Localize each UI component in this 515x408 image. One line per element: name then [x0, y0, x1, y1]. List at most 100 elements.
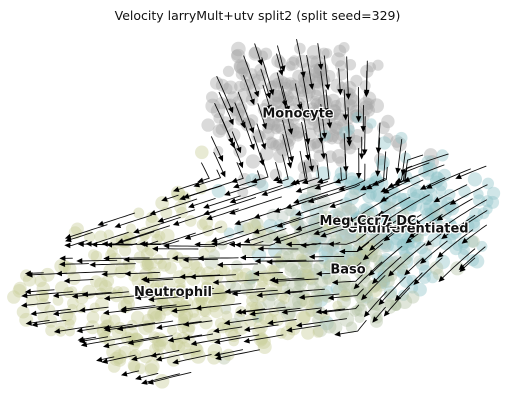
streamline-arrowhead — [250, 144, 255, 151]
cell-point-1 — [487, 187, 500, 200]
streamline-arrowhead — [98, 221, 105, 226]
cell-point-0 — [213, 124, 227, 138]
streamline-arrowhead — [64, 243, 70, 249]
cell-point-4 — [150, 311, 163, 324]
cell-point-3 — [390, 300, 401, 311]
cell-point-2 — [384, 202, 397, 215]
streamline-arrowhead — [231, 178, 238, 183]
cell-point-4 — [35, 275, 47, 287]
cell-point-0 — [363, 98, 375, 110]
cluster-label-baso: Baso — [330, 263, 365, 278]
chart-title: Velocity larryMult+utv split2 (split see… — [115, 8, 401, 23]
streamline-arrowhead — [233, 183, 240, 188]
streamline-arrowhead — [173, 221, 180, 226]
cell-point-4 — [195, 146, 209, 160]
cell-point-0 — [231, 42, 246, 57]
cell-point-4 — [189, 259, 200, 270]
streamline-arrowhead — [115, 223, 122, 228]
cell-point-4 — [313, 327, 324, 338]
cell-point-1 — [388, 186, 401, 199]
streamline-arrowhead — [296, 188, 303, 193]
cell-point-4 — [90, 303, 100, 313]
streamline-arrowhead — [244, 338, 250, 344]
cluster-label-meg-ccr7-dc: Meg_Ccr7_DC — [319, 214, 416, 229]
cell-point-0 — [246, 154, 260, 168]
streamline-arrowhead — [234, 220, 241, 225]
streamline-arrowhead — [156, 324, 162, 330]
cell-point-0 — [285, 61, 295, 71]
cell-point-0 — [276, 76, 288, 88]
cell-point-1 — [421, 194, 432, 205]
streamline — [263, 183, 298, 195]
cell-point-3 — [341, 240, 352, 251]
cell-point-3 — [389, 260, 400, 271]
cell-point-0 — [340, 137, 354, 151]
streamline-arrowhead — [376, 148, 382, 154]
cell-point-0 — [322, 48, 332, 58]
cell-point-4 — [149, 344, 159, 354]
cell-point-0 — [206, 91, 218, 103]
cell-point-1 — [345, 125, 355, 135]
cell-point-4 — [257, 276, 268, 287]
cell-point-4 — [125, 327, 139, 341]
cell-point-0 — [335, 156, 346, 167]
streamline — [165, 246, 215, 247]
cell-point-0 — [223, 66, 234, 77]
cell-point-4 — [300, 262, 311, 273]
streamline — [99, 213, 134, 225]
streamline-arrowhead — [96, 357, 102, 363]
streamline-arrowhead — [235, 242, 241, 248]
streamline — [200, 258, 239, 259]
cell-point-4 — [14, 282, 27, 295]
cell-point-0 — [234, 81, 245, 92]
cell-point-4 — [339, 290, 350, 301]
cell-point-0 — [381, 115, 394, 128]
streamline-arrowhead — [141, 379, 148, 384]
streamline-arrowhead — [254, 214, 261, 219]
cell-point-1 — [468, 172, 482, 186]
cell-point-0 — [372, 60, 383, 71]
cell-point-4 — [45, 325, 57, 337]
streamline-arrowhead — [76, 258, 82, 264]
cell-point-4 — [296, 311, 310, 325]
streamline — [242, 257, 281, 258]
cell-point-3 — [370, 315, 383, 328]
cell-point-1 — [345, 176, 360, 191]
streamline-arrowhead — [286, 204, 293, 209]
streamline — [219, 264, 258, 265]
streamline-arrowhead — [244, 238, 251, 243]
streamline-arrowhead — [325, 84, 331, 90]
cell-point-3 — [309, 240, 320, 251]
cluster-label-monocyte: Monocyte — [262, 106, 333, 121]
cell-point-0 — [294, 43, 306, 55]
cell-point-4 — [164, 341, 176, 353]
cell-point-4 — [110, 290, 123, 303]
streamline — [199, 163, 209, 182]
streamline-arrowhead — [188, 203, 195, 208]
streamline-arrowhead — [121, 371, 128, 377]
streamline-arrowhead — [135, 375, 142, 380]
cell-point-1 — [366, 118, 376, 128]
cell-point-0 — [210, 77, 223, 90]
cluster-label-neutrophil: Neutrophil — [134, 285, 212, 300]
cell-point-4 — [202, 225, 213, 236]
streamline-arrowhead — [240, 255, 246, 261]
cell-point-4 — [155, 196, 169, 210]
cell-point-0 — [336, 82, 347, 93]
cell-point-1 — [469, 208, 483, 222]
cell-point-0 — [291, 126, 304, 139]
cell-point-4 — [141, 248, 154, 261]
cell-point-3 — [367, 300, 378, 311]
cell-point-4 — [99, 280, 112, 293]
cell-point-0 — [360, 80, 371, 91]
cell-point-4 — [114, 354, 127, 367]
cell-point-3 — [467, 235, 480, 248]
cells-layer — [7, 42, 500, 389]
streamline-arrowhead — [287, 162, 292, 169]
streamline — [365, 117, 366, 154]
cell-point-3 — [406, 291, 419, 304]
cell-point-4 — [135, 363, 146, 374]
streamline-arrowhead — [89, 262, 95, 268]
streamline-arrowhead — [266, 259, 272, 265]
